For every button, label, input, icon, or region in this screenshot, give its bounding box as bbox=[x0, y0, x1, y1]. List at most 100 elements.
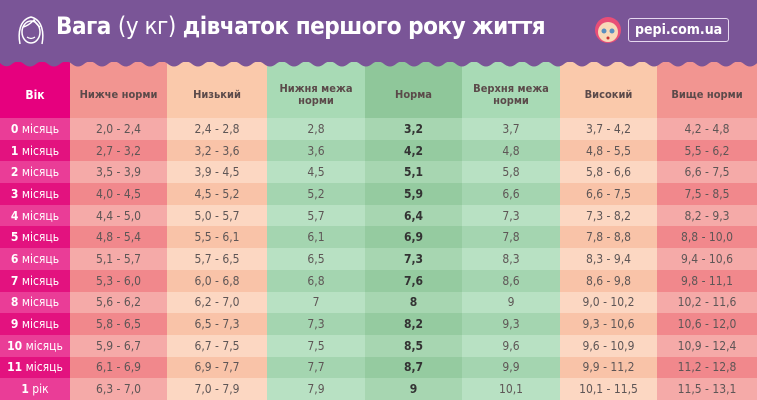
table-row: 9 місяць 5,8 - 6,5 6,5 - 7,3 7,3 8,2 9,3 9,3 -… bbox=[0, 313, 757, 335]
column-header: Верхня межа норми bbox=[462, 62, 560, 118]
age-cell: 9 місяць bbox=[0, 313, 70, 335]
table-row: 11 місяць 6,1 - 6,9 6,9 - 7,7 7,7 8,7 9,9 9,9 … bbox=[0, 356, 757, 379]
age-unit: місяць bbox=[21, 273, 60, 288]
weight-cell: 5,9 - 6,7 bbox=[70, 334, 167, 357]
age-number: 0 bbox=[10, 121, 19, 136]
weight-cell: 3,5 - 3,9 bbox=[70, 161, 167, 184]
weight-cell: 3,9 - 4,5 bbox=[167, 161, 267, 184]
age-unit: місяць bbox=[21, 295, 60, 310]
age-cell: 6 місяць bbox=[0, 248, 70, 270]
weight-cell: 7,0 - 7,9 bbox=[167, 378, 267, 400]
weight-cell: 4,8 - 5,4 bbox=[70, 226, 167, 249]
weight-cell: 5,9 bbox=[365, 183, 462, 205]
weight-cell: 4,2 bbox=[365, 139, 462, 162]
weight-cell: 11,2 - 12,8 bbox=[657, 356, 757, 379]
weight-cell: 9 bbox=[462, 291, 560, 314]
weight-cell: 8 bbox=[365, 291, 462, 314]
weight-cell: 6,4 bbox=[365, 204, 462, 227]
weight-cell: 6,8 bbox=[267, 269, 365, 292]
weight-cell: 4,2 - 4,8 bbox=[657, 118, 757, 140]
age-unit: місяць bbox=[21, 121, 60, 136]
weight-cell: 6,5 - 7,3 bbox=[167, 313, 267, 335]
weight-cell: 2,8 bbox=[267, 118, 365, 140]
weight-cell: 7,5 bbox=[267, 334, 365, 357]
weight-cell: 6,1 bbox=[267, 226, 365, 249]
column-header: Вище норми bbox=[657, 62, 757, 118]
weight-cell: 5,1 - 5,7 bbox=[70, 248, 167, 270]
weight-cell: 3,2 bbox=[365, 118, 462, 140]
weight-cell: 7,8 - 8,8 bbox=[560, 226, 657, 249]
weight-cell: 4,8 bbox=[462, 139, 560, 162]
weight-cell: 5,2 bbox=[267, 183, 365, 205]
weight-cell: 5,0 - 5,7 bbox=[167, 204, 267, 227]
age-unit: місяць bbox=[21, 186, 60, 201]
weight-cell: 5,8 - 6,5 bbox=[70, 313, 167, 335]
weight-cell: 7,7 bbox=[267, 356, 365, 379]
weight-cell: 5,1 bbox=[365, 161, 462, 184]
weight-cell: 7,3 bbox=[267, 313, 365, 335]
weight-cell: 7,6 bbox=[365, 269, 462, 292]
column-header: Низький bbox=[167, 62, 267, 118]
age-number: 10 bbox=[7, 338, 23, 353]
age-number: 8 bbox=[10, 295, 19, 310]
weight-table: Вік Нижче норми Низький Нижня межа норми Нор… bbox=[0, 62, 757, 400]
weight-cell: 9,8 - 11,1 bbox=[657, 269, 757, 292]
age-unit: місяць bbox=[21, 251, 60, 266]
table-row: 8 місяць 5,6 - 6,2 6,2 - 7,0 7 8 9 9,0 - 10,2 1… bbox=[0, 291, 757, 314]
age-number: 9 bbox=[10, 317, 19, 332]
table-row: 1 рік 6,3 - 7,0 7,0 - 7,9 7,9 9 10,1 10,1 - 11… bbox=[0, 378, 757, 400]
age-number: 3 bbox=[10, 186, 19, 201]
weight-cell: 7,5 - 8,5 bbox=[657, 183, 757, 205]
logo-text: pepi.com.ua bbox=[628, 18, 730, 42]
weight-cell: 10,1 - 11,5 bbox=[560, 378, 657, 400]
age-number: 11 bbox=[7, 360, 23, 375]
weight-cell: 9,9 - 11,2 bbox=[560, 356, 657, 379]
weight-cell: 5,5 - 6,1 bbox=[167, 226, 267, 249]
age-unit: місяць bbox=[21, 317, 60, 332]
weight-cell: 8,6 - 9,8 bbox=[560, 269, 657, 292]
weight-cell: 8,8 - 10,0 bbox=[657, 226, 757, 249]
weight-cell: 8,2 bbox=[365, 313, 462, 335]
age-unit: місяць bbox=[21, 165, 60, 180]
column-header: Нижня межа норми bbox=[267, 62, 365, 118]
weight-cell: 3,7 bbox=[462, 118, 560, 140]
age-unit: місяць bbox=[25, 360, 63, 375]
weight-cell: 8,5 bbox=[365, 334, 462, 357]
weight-cell: 7 bbox=[267, 291, 365, 314]
weight-cell: 8,7 bbox=[365, 356, 462, 379]
weight-cell: 2,7 - 3,2 bbox=[70, 139, 167, 162]
weight-cell: 9,6 - 10,9 bbox=[560, 334, 657, 357]
table-row: 10 місяць 5,9 - 6,7 6,7 - 7,5 7,5 8,5 9,6 9,6 … bbox=[0, 334, 757, 357]
age-unit: місяць bbox=[21, 143, 60, 158]
weight-cell: 7,8 bbox=[462, 226, 560, 249]
table-row: 0 місяць 2,0 - 2,4 2,4 - 2,8 2,8 3,2 3,7 3,7 -… bbox=[0, 118, 757, 140]
weight-cell: 4,5 - 5,2 bbox=[167, 183, 267, 205]
weight-cell: 4,8 - 5,5 bbox=[560, 139, 657, 162]
age-cell: 1 місяць bbox=[0, 139, 70, 162]
weight-cell: 9 bbox=[365, 378, 462, 400]
age-number: 1 bbox=[10, 143, 19, 158]
age-number: 6 bbox=[10, 251, 19, 266]
weight-cell: 6,9 bbox=[365, 226, 462, 249]
weight-cell: 10,2 - 11,6 bbox=[657, 291, 757, 314]
age-cell: 2 місяць bbox=[0, 161, 70, 184]
weight-cell: 6,9 - 7,7 bbox=[167, 356, 267, 379]
logo[interactable]: pepi.com.ua bbox=[594, 16, 730, 44]
weight-cell: 2,0 - 2,4 bbox=[70, 118, 167, 140]
table-row: 6 місяць 5,1 - 5,7 5,7 - 6,5 6,5 7,3 8,3 8,3 -… bbox=[0, 248, 757, 270]
weight-cell: 3,2 - 3,6 bbox=[167, 139, 267, 162]
column-header: Нижче норми bbox=[70, 62, 167, 118]
weight-cell: 4,0 - 4,5 bbox=[70, 183, 167, 205]
age-number: 2 bbox=[10, 165, 19, 180]
weight-cell: 5,5 - 6,2 bbox=[657, 139, 757, 162]
weight-cell: 5,3 - 6,0 bbox=[70, 269, 167, 292]
table-row: 3 місяць 4,0 - 4,5 4,5 - 5,2 5,2 5,9 6,6 6,6 -… bbox=[0, 183, 757, 205]
age-cell: 5 місяць bbox=[0, 226, 70, 249]
weight-cell: 9,3 bbox=[462, 313, 560, 335]
age-cell: 8 місяць bbox=[0, 291, 70, 314]
weight-cell: 9,0 - 10,2 bbox=[560, 291, 657, 314]
age-unit: місяць bbox=[25, 338, 63, 353]
weight-cell: 6,6 - 7,5 bbox=[657, 161, 757, 184]
weight-cell: 6,5 bbox=[267, 248, 365, 270]
weight-cell: 9,9 bbox=[462, 356, 560, 379]
